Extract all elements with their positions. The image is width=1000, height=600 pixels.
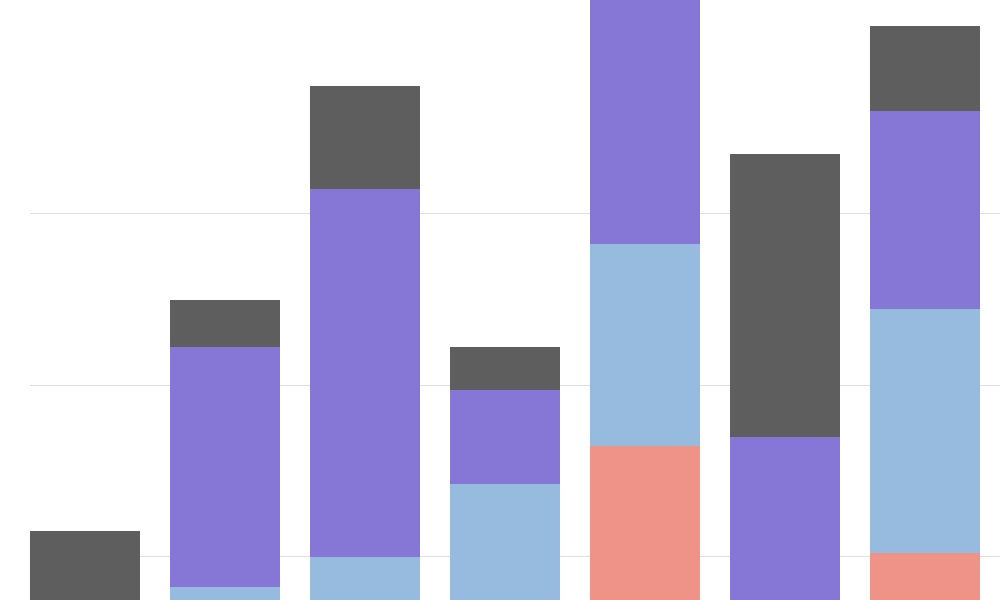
bar — [170, 300, 280, 600]
bar-segment — [730, 154, 840, 437]
bar-segment — [590, 0, 700, 244]
bar-segment — [590, 244, 700, 445]
bar — [590, 0, 700, 600]
bar-segment — [870, 26, 980, 112]
bar-segment — [450, 390, 560, 484]
plot-area — [30, 0, 1000, 600]
bar-segment — [310, 86, 420, 189]
gridline — [30, 213, 1000, 214]
bar-segment — [310, 189, 420, 558]
bar-segment — [170, 300, 280, 347]
bar-segment — [730, 437, 840, 600]
bar-segment — [30, 531, 140, 600]
bar — [30, 531, 140, 600]
bar-segment — [870, 553, 980, 600]
bar-segment — [310, 557, 420, 600]
bar-segment — [870, 111, 980, 308]
bar-segment — [170, 347, 280, 587]
stacked-bar-chart — [0, 0, 1000, 600]
bar-segment — [170, 587, 280, 600]
bar-segment — [590, 446, 700, 600]
bar-segment — [450, 347, 560, 390]
bar — [310, 86, 420, 600]
bar-segment — [450, 484, 560, 600]
bar-segment — [870, 309, 980, 553]
bar — [450, 347, 560, 600]
bar — [870, 26, 980, 600]
bar — [730, 154, 840, 600]
